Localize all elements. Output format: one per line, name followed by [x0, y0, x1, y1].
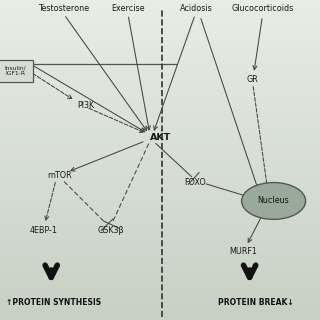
Text: AKT: AKT — [150, 133, 172, 142]
Text: GSK3β: GSK3β — [97, 226, 124, 235]
Text: MURF1: MURF1 — [229, 247, 257, 256]
FancyBboxPatch shape — [0, 60, 33, 82]
Ellipse shape — [242, 182, 306, 220]
Text: Glucocorticoids: Glucocorticoids — [231, 4, 293, 13]
Text: Nucleus: Nucleus — [258, 196, 290, 205]
Text: PROTEIN BREAK↓: PROTEIN BREAK↓ — [218, 298, 293, 307]
Text: 4EBP-1: 4EBP-1 — [29, 226, 57, 235]
Text: Exercise: Exercise — [111, 4, 145, 13]
Text: mTOR: mTOR — [47, 172, 71, 180]
Text: PI3K: PI3K — [77, 101, 94, 110]
Text: Testosterone: Testosterone — [38, 4, 90, 13]
Text: GR: GR — [247, 76, 259, 84]
Text: FOXO: FOXO — [184, 178, 206, 187]
Text: ↑PROTEIN SYNTHESIS: ↑PROTEIN SYNTHESIS — [6, 298, 101, 307]
Text: Acidosis: Acidosis — [180, 4, 213, 13]
Text: Insulin/
IGF1-R: Insulin/ IGF1-R — [5, 65, 27, 76]
